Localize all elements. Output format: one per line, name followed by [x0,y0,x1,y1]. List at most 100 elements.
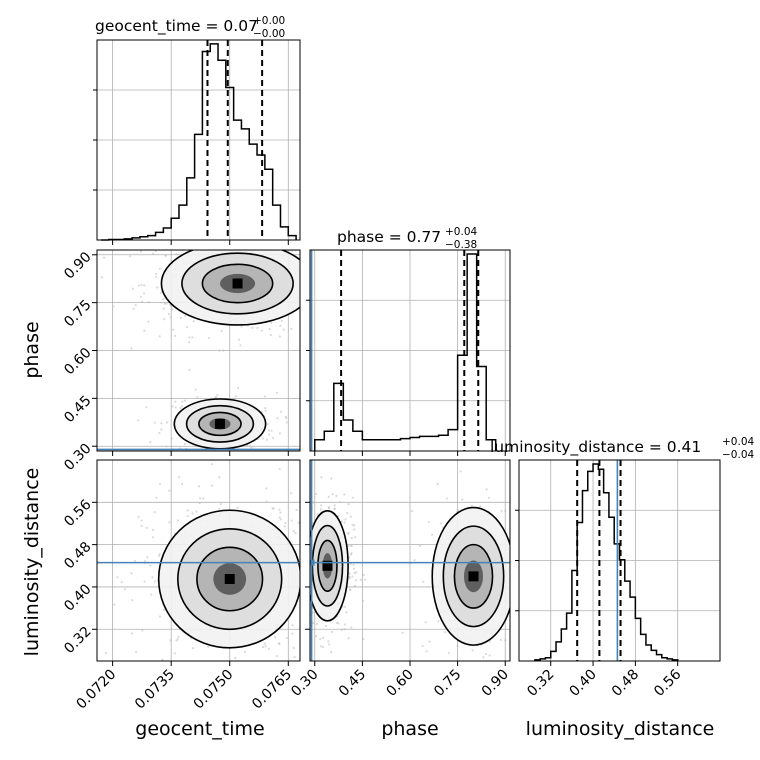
panel-phase-vs-luminosity-distance-sample-point [340,628,343,631]
panel-phase-vs-luminosity-distance-sample-point [352,563,355,566]
panel-phase-vs-luminosity-distance-sample-point [343,605,346,608]
panel-geocent-time-vs-luminosity-distance-sample-point [124,588,127,591]
panel-phase-vs-luminosity-distance-sample-point [324,625,328,628]
panel-geocent-time-vs-luminosity-distance-sample-point [234,656,237,660]
panel-geocent-time-vs-luminosity-distance-sample-point [161,658,164,661]
panel-phase-vs-luminosity-distance-sample-point [348,577,352,580]
ylabel-phase: phase [21,321,43,378]
panel-phase-vs-luminosity-distance-sample-point [321,646,325,649]
panel-geocent-time-vs-phase-sample-point [280,319,283,323]
panel-geocent-time-vs-luminosity-distance-sample-point [173,652,176,655]
panel-geocent-time-vs-luminosity-distance-sample-point [186,515,189,518]
panel-geocent-time-vs-phase-sample-point [269,333,272,337]
panel-phase-vs-luminosity-distance-density-peak-1 [468,571,479,582]
panel-geocent-time-vs-phase-sample-point [175,252,178,256]
hist-phase [306,249,511,456]
panel-geocent-time-vs-phase-sample-point [167,312,170,316]
panel-geocent-time-vs-luminosity-distance-sample-point [202,497,205,500]
panel-geocent-time-vs-luminosity-distance-sample-point [291,624,294,627]
panel-phase-vs-luminosity-distance-sample-point [361,599,365,602]
panel-geocent-time-vs-luminosity-distance-sample-point [143,580,146,583]
hist-luminosity-distance-frame [518,459,721,662]
panel-geocent-time-vs-phase-sample-point [266,422,270,426]
panel-geocent-time-vs-phase-sample-point [221,349,225,352]
panel-geocent-time-vs-luminosity-distance-sample-point [134,650,138,654]
panel-geocent-time-vs-luminosity-distance-sample-point [158,553,161,556]
panel-geocent-time-vs-luminosity-distance-contour-0-0 [157,509,300,649]
panel-phase-vs-luminosity-distance-sample-point [427,520,430,524]
panel-geocent-time-vs-luminosity-distance-sample-point [265,487,268,490]
panel-phase-vs-luminosity-distance-sample-point [343,521,346,524]
panel-geocent-time-vs-luminosity-distance-sample-point [149,564,152,567]
panel-phase-vs-luminosity-distance-sample-point [461,498,464,501]
panel-geocent-time-vs-phase-sample-point [130,347,133,350]
hist-luminosity-distance-histogram [534,463,679,661]
panel-phase-vs-luminosity-distance-sample-point [352,567,356,570]
panel-phase-vs-luminosity-distance-contour-1-1 [442,525,505,628]
panel-phase-vs-luminosity-distance-sample-point [359,578,362,581]
panel-phase-vs-luminosity-distance-sample-point [336,621,339,624]
title-phase-value: phase = 0.77 [337,228,441,246]
panel-geocent-time-vs-luminosity-distance-sample-point [210,463,213,466]
panel-phase-vs-luminosity-distance-sample-point [350,626,353,629]
panel-geocent-time-vs-luminosity-distance-sample-point [155,496,158,499]
panel-phase-vs-luminosity-distance-sample-point [321,636,325,639]
panel-geocent-time-vs-phase-sample-point [145,406,148,409]
xlabel-geocent-time: geocent_time [135,718,264,740]
panel-geocent-time-vs-luminosity-distance-sample-point [285,636,288,640]
panel-phase-vs-luminosity-distance-sample-point [351,575,354,578]
panel-geocent-time-vs-phase-sample-point [263,395,267,398]
panel-geocent-time-vs-luminosity-distance-contour-0-2 [196,546,264,612]
panel-phase-vs-luminosity-distance-sample-point [315,493,318,496]
panel-phase-vs-luminosity-distance-sample-point [500,509,503,512]
panel-phase-vs-luminosity-distance-sample-point [485,488,488,491]
panel-geocent-time-vs-phase-sample-point [169,316,172,319]
panel-geocent-time-vs-phase-sample-point [192,320,195,323]
panel-geocent-time-vs-phase-sample-point [163,302,166,305]
hist-geocent-time-histogram [100,43,297,241]
panel-geocent-time-vs-phase-sample-point [100,276,104,279]
panel-geocent-time-vs-phase-sample-point [154,250,157,253]
panel-geocent-time-vs-phase-sample-point [256,326,259,330]
panel-geocent-time-vs-luminosity-distance-contour-0-1 [177,527,283,631]
panel-geocent-time-vs-luminosity-distance-sample-point [290,519,293,522]
panel-geocent-time-vs-phase-contour-1-1 [185,404,255,443]
panel-geocent-time-vs-phase-sample-point [129,255,132,258]
panel-geocent-time-vs-phase-sample-point [172,328,175,331]
title-geocent-time-lower: −0.00 [253,28,285,40]
panel-geocent-time-vs-luminosity-distance-sample-point [283,525,286,528]
panel-geocent-time-vs-luminosity-distance-plot-area [97,463,300,661]
panel-geocent-time-vs-phase-sample-point [143,284,146,287]
panel-geocent-time-vs-luminosity-distance-sample-point [151,536,154,539]
panel-phase-vs-luminosity-distance-sample-point [351,523,354,526]
panel-phase-vs-luminosity-distance-truth-marker [310,559,315,566]
panel-phase-vs-luminosity-distance-sample-point [353,524,356,527]
panel-geocent-time-vs-luminosity-distance-sample-point [275,655,278,658]
panel-geocent-time-vs-phase-sample-point [267,433,271,436]
panel-phase-vs-luminosity-distance-sample-point [331,493,334,496]
panel-geocent-time-vs-luminosity-distance-sample-point [191,512,194,515]
panel-geocent-time-vs-phase-contour-0-2 [201,263,274,304]
panel-phase-vs-luminosity-distance-density-peak-0 [322,560,333,571]
panel-geocent-time-vs-phase-sample-point [171,308,174,311]
panel-geocent-time-vs-phase-sample-point [218,349,221,352]
panel-geocent-time-vs-phase-sample-point [158,335,161,338]
panel-geocent-time-vs-phase-sample-point [214,396,217,399]
panel-phase-vs-luminosity-distance-sample-point [348,588,352,591]
panel-phase-vs-luminosity-distance-sample-point [428,640,431,643]
panel-phase-vs-luminosity-distance-contour-1-0 [431,506,510,646]
panel-geocent-time-vs-phase-sample-point [264,407,267,410]
panel-phase-vs-luminosity-distance-sample-point [445,497,448,500]
panel-phase-vs-luminosity-distance-sample-point [447,651,450,654]
panel-geocent-time-vs-phase: 0.300.450.600.750.90 [61,249,301,474]
panel-phase-vs-luminosity-distance-sample-point [330,630,334,633]
panel-geocent-time-vs-phase-sample-point [260,329,264,332]
panel-phase-vs-luminosity-distance-sample-point [335,494,338,497]
panel-phase-vs-luminosity-distance-contour-0-2 [317,539,338,592]
panel-geocent-time-vs-phase-sample-point [270,321,273,324]
panel-geocent-time-vs-phase-sample-point [164,254,167,257]
panel-geocent-time-vs-luminosity-distance-sample-point [158,482,162,486]
panel-geocent-time-vs-phase-sample-point [165,421,169,424]
panel-phase-vs-luminosity-distance-sample-point [328,643,331,646]
